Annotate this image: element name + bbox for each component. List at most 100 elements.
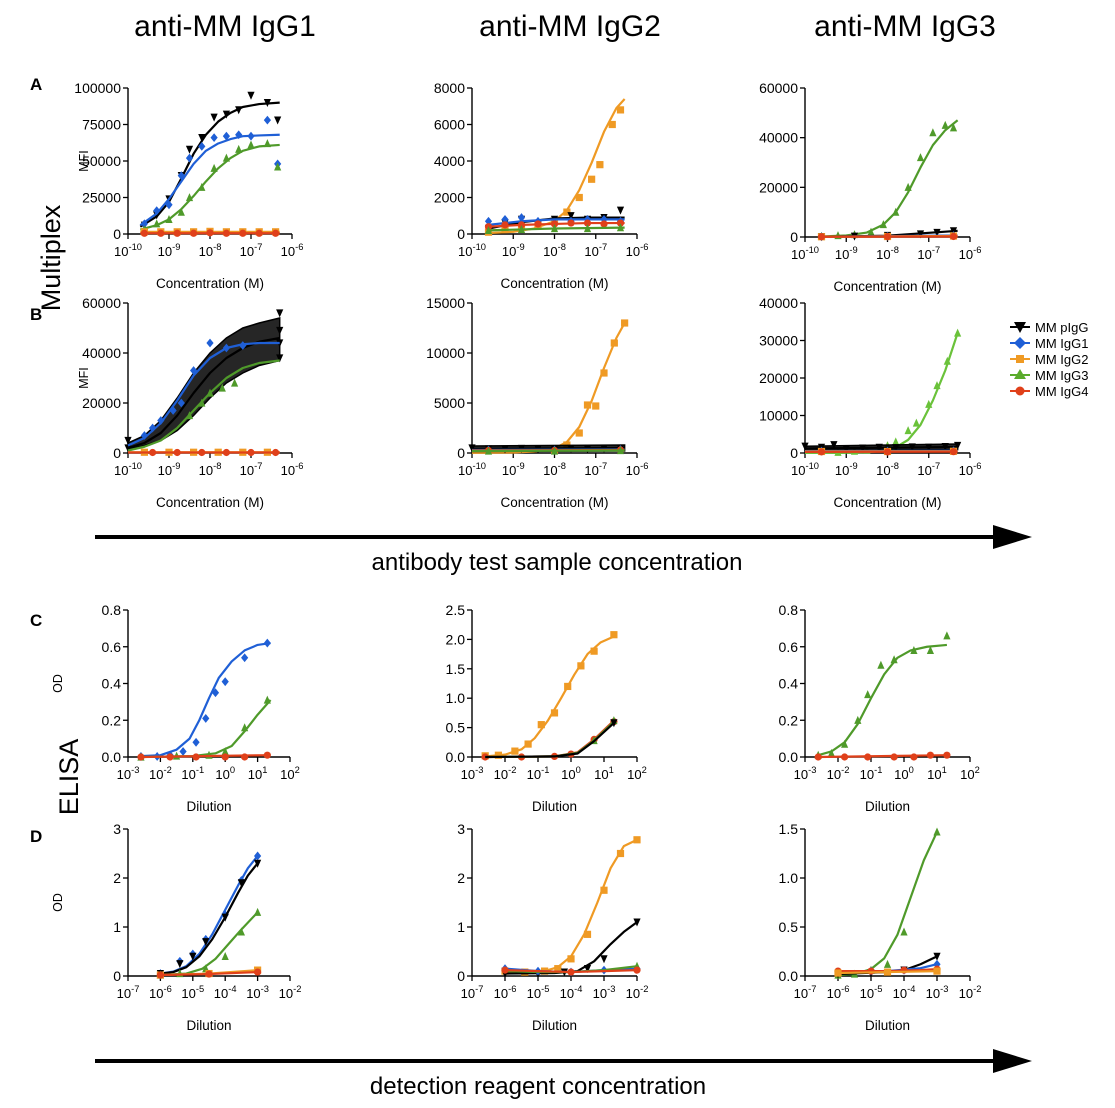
data-point	[263, 695, 271, 704]
legend-item-igg3: MM IgG3	[1010, 368, 1088, 383]
row-letter-d: D	[30, 827, 42, 846]
fit-curve	[818, 754, 947, 759]
series-mm-igg4	[137, 751, 271, 761]
fit-curve	[505, 838, 638, 974]
data-point	[189, 952, 197, 961]
data-point	[222, 110, 230, 119]
data-point	[153, 211, 161, 220]
data-point	[567, 968, 575, 976]
x-tick-label: 10-6	[827, 984, 850, 1001]
data-point	[276, 326, 284, 335]
data-point	[892, 207, 900, 216]
data-point	[904, 182, 912, 191]
data-point	[206, 388, 214, 397]
x-tick-label: 10-9	[502, 461, 525, 478]
data-point	[943, 356, 951, 365]
series-mm-igg3	[814, 631, 951, 759]
fit-curve	[160, 855, 259, 975]
row-letter-a: A	[30, 75, 42, 94]
x-tick-label: 100	[215, 765, 235, 782]
x-tick-label: 10-2	[626, 984, 649, 1001]
fit-curve	[817, 643, 948, 757]
x-tick-label: 10-3	[926, 984, 949, 1001]
data-point	[254, 907, 262, 916]
data-point	[241, 723, 249, 732]
data-point	[237, 927, 245, 936]
fit-curve	[160, 862, 259, 975]
y-tick-label: 0	[113, 968, 121, 984]
data-point	[892, 437, 900, 446]
y-tick-label: 0	[790, 445, 798, 461]
x-tick-label: 10-10	[791, 461, 819, 478]
data-point	[575, 429, 583, 437]
data-point	[202, 938, 210, 947]
data-point	[910, 753, 918, 761]
data-point	[929, 128, 937, 137]
data-point	[814, 753, 822, 761]
x-tick-label: 10-6	[494, 984, 517, 1001]
series-mm-pigg	[156, 859, 262, 978]
y-tick-label: 0.6	[779, 639, 799, 655]
data-point	[596, 161, 604, 169]
panel-d1: 0 1 2 3 10-7 10-6 10-5 10-4 10-3 10-2 Dilution OD	[51, 821, 301, 1033]
data-point	[484, 446, 493, 455]
data-point	[177, 207, 185, 216]
data-point	[916, 153, 925, 162]
data-point	[274, 162, 282, 171]
x-tick-label: 10-4	[893, 984, 916, 1001]
y-tick-label: 0	[457, 445, 465, 461]
column-header-igg1: anti-MM IgG1	[134, 10, 316, 43]
series-mm-igg3	[127, 359, 280, 452]
data-point	[925, 443, 933, 452]
data-point	[179, 747, 187, 756]
fit-curve	[837, 831, 938, 977]
data-point	[239, 341, 247, 350]
data-point	[190, 366, 198, 375]
y-tick-label: 0.2	[779, 712, 799, 728]
y-tick-label: 0.8	[102, 602, 122, 618]
y-tick-label: 8000	[434, 80, 465, 96]
y-tick-label: 10000	[759, 408, 798, 424]
data-point	[124, 444, 132, 453]
data-point	[157, 416, 165, 425]
y-tick-label: 0.5	[446, 720, 466, 736]
x-tick-label: 10-8	[543, 242, 566, 259]
data-point	[501, 215, 509, 224]
y-tick-label: 0.5	[779, 919, 799, 935]
fit-curve	[504, 921, 638, 975]
y-tick-label: 75000	[82, 117, 121, 133]
data-point	[237, 879, 245, 888]
data-point	[583, 930, 592, 938]
y-tick-label: 25000	[82, 190, 121, 206]
fit-curve	[471, 449, 625, 453]
x-axis-label: Dilution	[532, 799, 577, 814]
data-point	[192, 737, 200, 747]
x-axis-label: Dilution	[532, 1018, 577, 1033]
data-point	[263, 638, 271, 648]
data-point	[633, 966, 641, 974]
data-point	[910, 646, 918, 655]
data-point	[222, 448, 230, 457]
data-point	[564, 682, 572, 691]
x-axis-label: Dilution	[865, 1018, 910, 1033]
legend-label-igg4: MM IgG4	[1035, 384, 1088, 399]
data-point	[222, 229, 230, 237]
y-tick-label: 6000	[434, 117, 465, 133]
legend-item-igg4: MM IgG4	[1010, 384, 1088, 399]
data-point	[567, 212, 575, 221]
y-tick-label: 1.0	[446, 690, 466, 706]
x-axis-label: Concentration (M)	[833, 279, 941, 294]
data-point	[875, 443, 883, 452]
data-point	[263, 99, 271, 107]
series-mm-pigg	[485, 719, 618, 759]
fit-curve	[485, 722, 615, 759]
x-tick-label: 10-10	[458, 461, 486, 478]
x-tick-label: 10-3	[461, 765, 484, 782]
x-tick-label: 10-2	[494, 765, 517, 782]
data-point	[616, 206, 625, 215]
data-point	[883, 448, 892, 456]
y-tick-label: 2000	[434, 190, 465, 206]
data-point	[176, 960, 184, 969]
x-tick-label: 10-5	[860, 984, 883, 1001]
